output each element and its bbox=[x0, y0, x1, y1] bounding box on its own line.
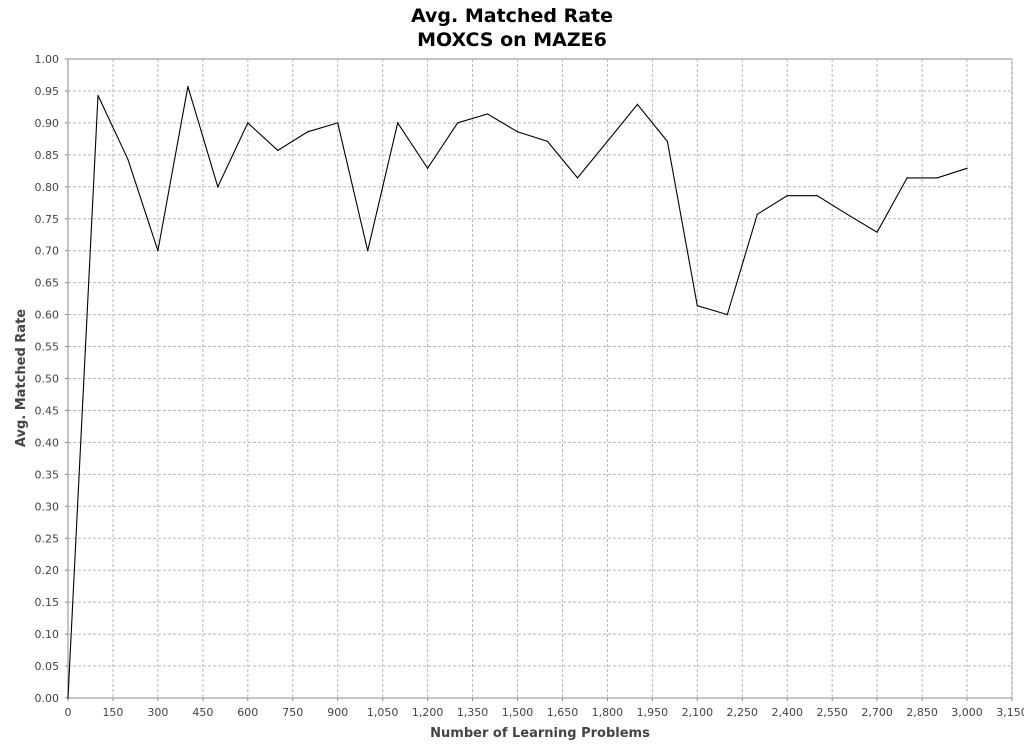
y-tick-label: 0.50 bbox=[35, 373, 60, 386]
data-point bbox=[876, 231, 878, 233]
data-point bbox=[516, 131, 519, 133]
x-tick-label: 150 bbox=[102, 706, 123, 719]
data-point bbox=[217, 186, 219, 188]
series-group bbox=[67, 85, 968, 699]
data-point bbox=[486, 113, 489, 115]
x-tick-label: 300 bbox=[147, 706, 168, 719]
data-point bbox=[756, 213, 758, 215]
x-tick-label: 2,850 bbox=[906, 706, 938, 719]
x-tick-label: 1,650 bbox=[547, 706, 579, 719]
x-tick-label: 2,550 bbox=[816, 706, 848, 719]
x-tick-label: 2,700 bbox=[861, 706, 893, 719]
y-tick-label: 0.35 bbox=[35, 468, 60, 481]
data-point bbox=[696, 305, 698, 307]
x-tick-label: 600 bbox=[237, 706, 258, 719]
data-point bbox=[456, 122, 459, 124]
y-tick-label: 0.65 bbox=[35, 277, 60, 290]
data-point bbox=[127, 158, 129, 160]
x-tick-label: 1,950 bbox=[637, 706, 669, 719]
y-tick-label: 0.00 bbox=[35, 692, 60, 705]
data-point bbox=[67, 697, 69, 699]
y-tick-label: 0.05 bbox=[35, 660, 60, 673]
data-point bbox=[397, 122, 399, 124]
x-tick-label: 3,150 bbox=[996, 706, 1024, 719]
y-tick-label: 0.70 bbox=[35, 245, 60, 258]
y-tick-label: 0.40 bbox=[35, 436, 60, 449]
data-point bbox=[606, 140, 609, 143]
y-tick-label: 0.95 bbox=[35, 85, 60, 98]
y-tick-label: 0.75 bbox=[35, 213, 60, 226]
x-tick-label: 1,350 bbox=[457, 706, 489, 719]
y-tick-label: 0.45 bbox=[35, 404, 60, 417]
y-tick-label: 0.85 bbox=[35, 149, 60, 162]
data-point bbox=[906, 177, 908, 179]
data-point bbox=[367, 250, 369, 252]
chart-title: Avg. Matched Rate bbox=[411, 5, 613, 27]
data-point bbox=[307, 131, 309, 133]
y-tick-label: 0.55 bbox=[35, 341, 60, 354]
data-point bbox=[636, 103, 638, 105]
gridlines bbox=[68, 59, 1013, 698]
x-tick-label: 450 bbox=[192, 706, 213, 719]
y-tick-label: 0.80 bbox=[35, 181, 60, 194]
data-point bbox=[936, 177, 938, 179]
data-point bbox=[786, 195, 788, 197]
y-tick-label: 0.30 bbox=[35, 500, 60, 513]
data-point bbox=[427, 167, 429, 169]
x-axis-label: Number of Learning Problems bbox=[430, 726, 650, 741]
y-tick-label: 0.15 bbox=[35, 596, 60, 609]
data-point bbox=[247, 122, 249, 124]
data-point bbox=[187, 85, 189, 88]
x-tick-label: 1,800 bbox=[592, 706, 624, 719]
data-point bbox=[157, 250, 159, 252]
x-tick-label: 750 bbox=[282, 706, 303, 719]
data-point bbox=[846, 213, 848, 215]
x-tick-label: 900 bbox=[327, 706, 348, 719]
x-tick-label: 1,200 bbox=[412, 706, 444, 719]
y-tick-label: 0.60 bbox=[35, 309, 60, 322]
data-point bbox=[97, 94, 99, 97]
x-tick-label: 2,100 bbox=[682, 706, 714, 719]
y-tick-label: 0.25 bbox=[35, 532, 60, 545]
x-tick-label: 2,400 bbox=[771, 706, 803, 719]
x-tick-label: 0 bbox=[65, 706, 72, 719]
x-tick-label: 1,050 bbox=[367, 706, 399, 719]
data-point bbox=[666, 140, 668, 143]
y-tick-label: 0.90 bbox=[35, 117, 60, 130]
data-point bbox=[816, 195, 818, 197]
axis-ticks: 0 150 300 450 600 750 900 1,050 1,200 1,350 1,500 1… bbox=[35, 53, 1024, 719]
y-tick-label: 0.20 bbox=[35, 564, 60, 577]
data-point bbox=[546, 140, 549, 143]
chart-subtitle: MOXCS on MAZE6 bbox=[417, 29, 607, 51]
y-tick-label: 1.00 bbox=[35, 53, 60, 66]
y-axis-label: Avg. Matched Rate bbox=[14, 309, 29, 447]
data-point bbox=[337, 122, 339, 124]
x-tick-label: 3,000 bbox=[951, 706, 983, 719]
y-tick-label: 0.10 bbox=[35, 628, 60, 641]
data-point bbox=[277, 149, 279, 151]
data-point bbox=[726, 314, 728, 316]
x-tick-label: 1,500 bbox=[502, 706, 534, 719]
data-point bbox=[576, 177, 579, 179]
x-tick-label: 2,250 bbox=[727, 706, 759, 719]
data-point bbox=[966, 167, 968, 169]
